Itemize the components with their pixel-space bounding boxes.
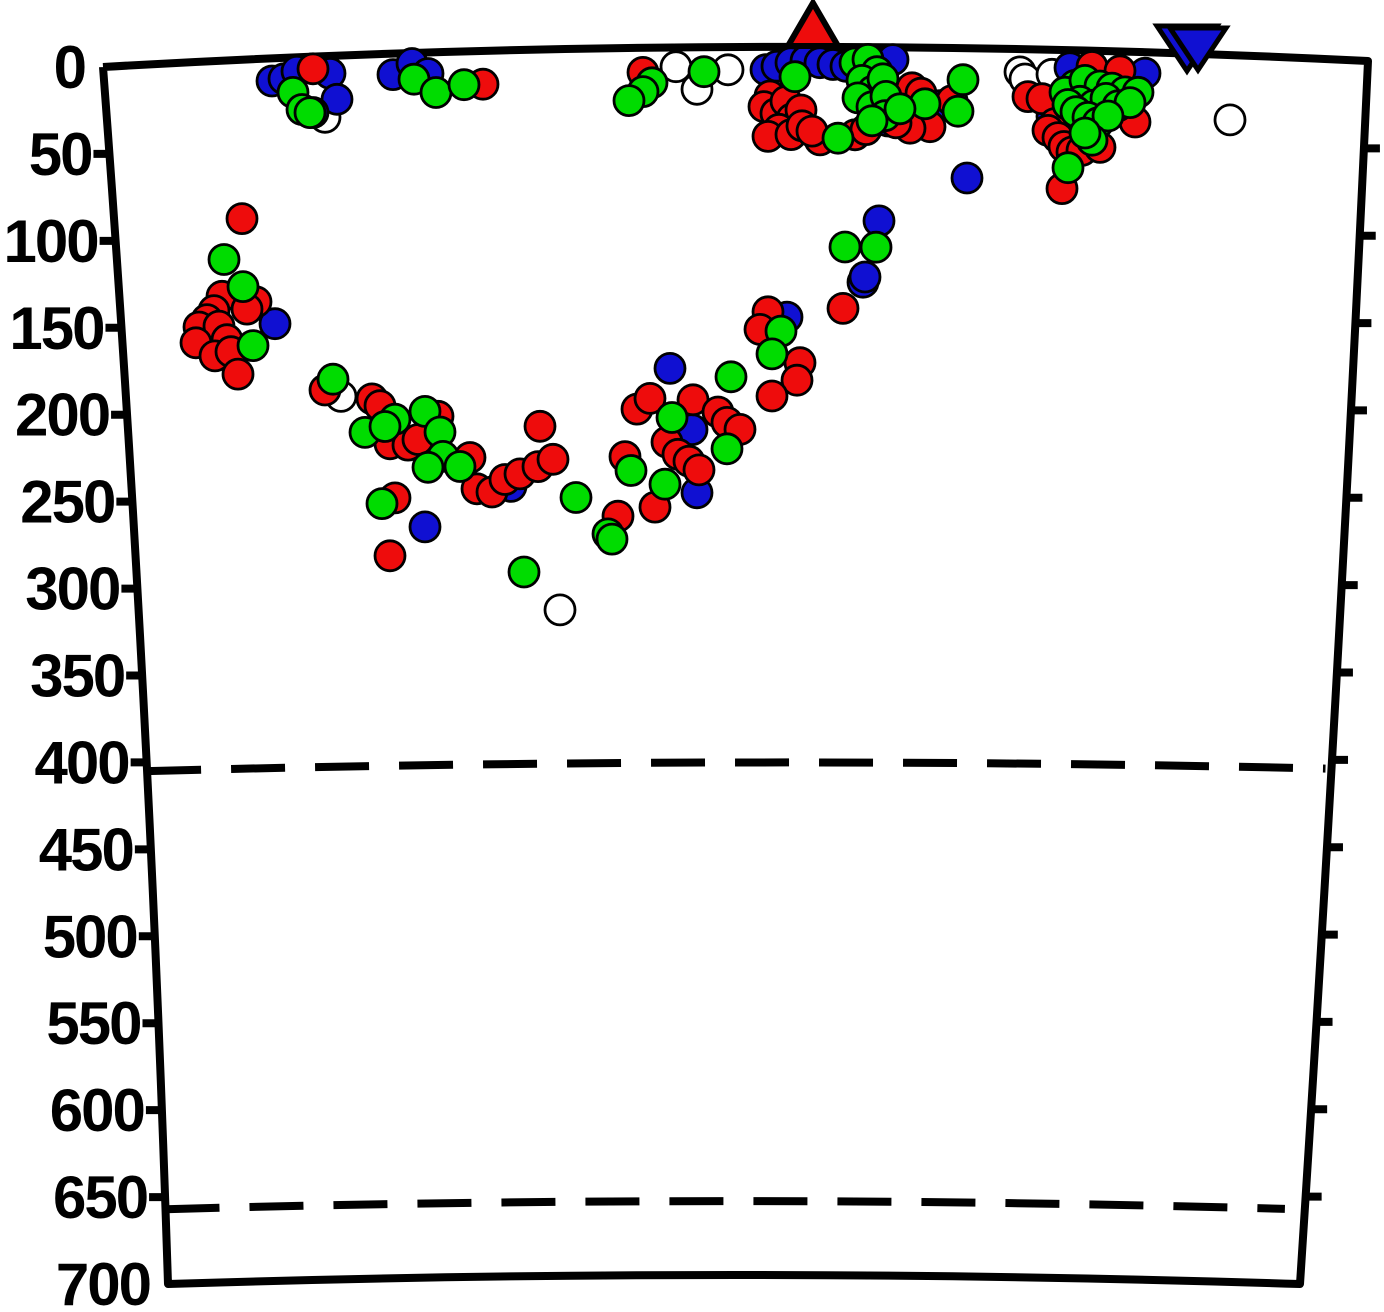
green-earthquake-point	[821, 121, 855, 155]
plot-frame	[99, 42, 1372, 1288]
depth-tick-label: 650	[53, 1164, 147, 1231]
red-earthquake-point	[296, 52, 330, 86]
red-earthquake-point	[682, 453, 716, 487]
depth-tick-label: 400	[34, 729, 128, 796]
blue-earthquake-point	[950, 161, 984, 195]
green-earthquake-point	[755, 337, 789, 371]
white-earthquake-point	[1213, 103, 1247, 137]
green-earthquake-point	[207, 243, 241, 276]
depth-tick-label: 350	[30, 643, 124, 710]
green-earthquake-point	[859, 230, 893, 264]
depth-tick-label: 300	[25, 556, 119, 623]
blue-earthquake-point	[408, 510, 442, 544]
green-earthquake-point	[236, 329, 270, 363]
red-earthquake-point	[225, 202, 259, 236]
green-earthquake-point	[447, 68, 481, 102]
red-earthquake-point	[826, 291, 860, 325]
red-earthquake-point	[373, 539, 407, 573]
green-earthquake-point	[368, 410, 402, 443]
discontinuity-660	[165, 1197, 1286, 1214]
depth-tick-label: 200	[15, 382, 109, 449]
green-earthquake-point	[648, 467, 682, 501]
green-earthquake-point	[1068, 116, 1102, 150]
depth-tick-label: 150	[9, 295, 103, 362]
red-earthquake-point	[221, 357, 255, 391]
green-earthquake-point	[946, 63, 980, 97]
green-earthquake-point	[226, 270, 260, 304]
green-earthquake-point	[714, 360, 748, 394]
red-earthquake-point	[523, 409, 557, 443]
red-earthquake-point	[633, 381, 667, 415]
green-earthquake-point	[1091, 99, 1125, 133]
green-earthquake-point	[411, 450, 445, 484]
depth-tick-label: 700	[56, 1251, 150, 1312]
depth-tick-label: 550	[46, 990, 140, 1057]
depth-tick-label: 100	[3, 208, 97, 275]
green-earthquake-point	[559, 481, 593, 514]
red-volcano-triangle	[782, 0, 844, 49]
green-earthquake-point	[293, 96, 327, 129]
depth-tick-label: 500	[43, 903, 137, 970]
blue-earthquake-point	[848, 260, 882, 294]
depth-tick-label: 600	[50, 1077, 144, 1144]
green-earthquake-point	[419, 76, 453, 109]
green-earthquake-point	[710, 432, 744, 466]
white-earthquake-point	[543, 593, 577, 627]
green-earthquake-point	[614, 454, 648, 487]
green-earthquake-point	[855, 104, 889, 138]
depth-tick-label: 0	[54, 34, 85, 101]
green-earthquake-point	[941, 94, 975, 128]
green-earthquake-point	[828, 230, 862, 264]
red-earthquake-point	[780, 363, 814, 397]
blue-earthquake-point	[653, 351, 687, 385]
green-earthquake-point	[687, 55, 721, 89]
depth-tick-label: 250	[20, 469, 114, 536]
green-earthquake-point	[443, 450, 477, 483]
green-earthquake-point	[316, 362, 350, 396]
green-earthquake-point	[655, 401, 689, 434]
red-earthquake-point	[755, 379, 789, 413]
depth-tick-label: 50	[29, 121, 92, 188]
green-earthquake-point	[778, 60, 812, 94]
blue-earthquake-point	[258, 307, 292, 341]
blue-trench-triangle-front	[1165, 25, 1231, 75]
depth-tick-label: 450	[39, 816, 133, 883]
green-earthquake-point	[612, 84, 646, 117]
red-earthquake-point	[536, 442, 570, 476]
green-earthquake-point	[1051, 151, 1085, 185]
green-earthquake-point	[365, 487, 399, 521]
green-earthquake-point	[507, 555, 541, 589]
discontinuity-410	[146, 758, 1326, 776]
green-earthquake-point	[883, 92, 917, 126]
green-earthquake-point	[595, 522, 629, 556]
